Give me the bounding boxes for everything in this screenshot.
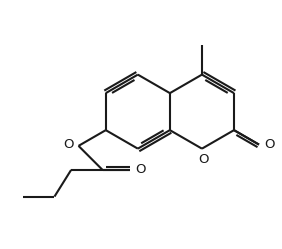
Text: O: O [63, 137, 73, 151]
Text: O: O [264, 138, 274, 151]
Text: O: O [135, 163, 145, 177]
Text: O: O [199, 153, 209, 166]
